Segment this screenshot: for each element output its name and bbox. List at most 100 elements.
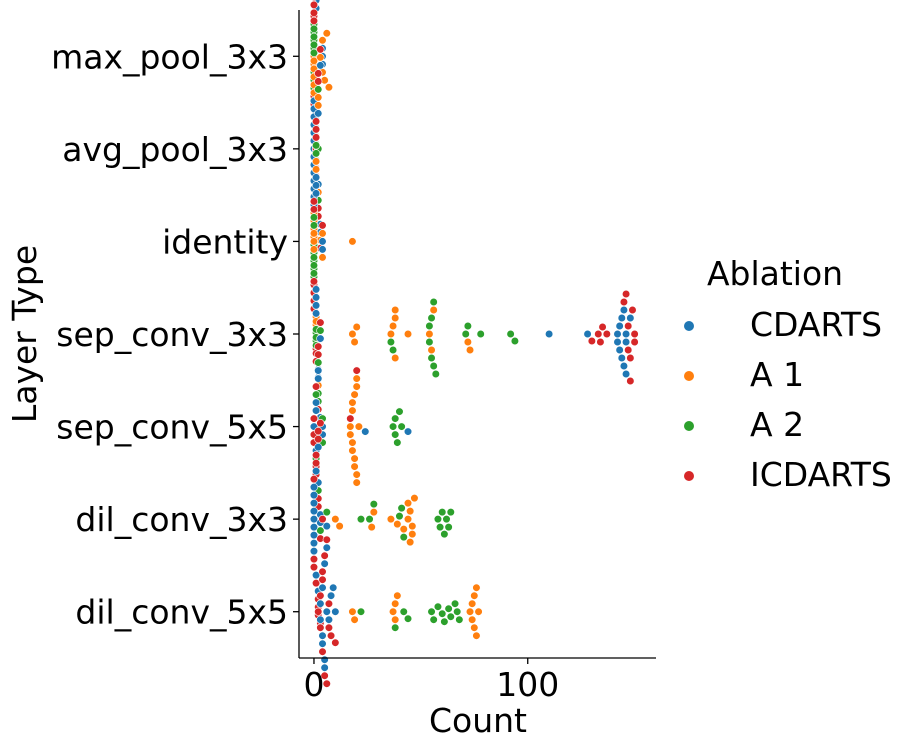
point-a-2 (356, 607, 366, 616)
point-a-1 (403, 329, 413, 339)
point-a-1 (391, 599, 400, 608)
point-cdarts (322, 607, 331, 616)
point-a-2 (309, 269, 319, 278)
point-cdarts (615, 345, 624, 355)
point-cdarts (318, 639, 327, 648)
point-a-1 (427, 345, 436, 355)
point-icdarts (316, 45, 325, 54)
point-a-1 (312, 157, 321, 166)
point-a-1 (354, 422, 363, 431)
point-cdarts (312, 571, 321, 580)
point-cdarts (312, 309, 321, 318)
point-a-2 (314, 358, 323, 367)
point-icdarts (326, 631, 336, 640)
point-a-2 (369, 500, 378, 509)
point-a-1 (350, 462, 359, 471)
point-a-2 (386, 337, 396, 347)
point-cdarts (322, 522, 331, 531)
point-icdarts (316, 419, 325, 428)
point-a-1 (463, 337, 472, 347)
point-icdarts (626, 353, 635, 363)
point-a-1 (470, 623, 479, 632)
point-a-1 (346, 430, 355, 439)
point-icdarts (352, 366, 361, 375)
point-icdarts (311, 0, 317, 1)
y-tick-label: dil_conv_5x5 (75, 593, 288, 632)
point-a-2 (438, 609, 447, 618)
point-a-1 (348, 446, 357, 455)
point-icdarts (324, 599, 334, 608)
point-cdarts (619, 361, 629, 371)
point-icdarts (630, 329, 639, 339)
point-a-2 (322, 508, 331, 517)
legend-label: ICDARTS (750, 455, 892, 494)
y-tick-label: max_pool_3x3 (51, 37, 288, 76)
point-a-2 (314, 85, 323, 94)
point-a-2 (312, 390, 321, 399)
point-a-1 (406, 538, 415, 547)
point-icdarts (312, 117, 321, 126)
point-a-1 (468, 615, 477, 624)
legend-marker (684, 321, 694, 331)
point-cdarts (320, 559, 329, 568)
point-a-1 (324, 83, 334, 92)
point-cdarts (613, 337, 622, 347)
point-a-2 (309, 40, 319, 49)
point-a-1 (348, 329, 357, 339)
y-tick-labels: max_pool_3x3 avg_pool_3x3 identity sep_conv… (51, 37, 299, 632)
point-a-2 (444, 523, 453, 532)
point-a-2 (309, 221, 319, 230)
point-a-2 (309, 32, 319, 41)
point-a-2 (429, 297, 438, 307)
point-a-1 (352, 478, 361, 487)
legend-marker (684, 471, 694, 481)
point-icdarts (619, 297, 629, 307)
point-a-2 (450, 599, 460, 608)
point-a-2 (433, 602, 443, 611)
point-icdarts (309, 277, 319, 286)
point-a-2 (388, 345, 398, 355)
point-a-2 (446, 612, 455, 621)
point-a-2 (316, 526, 325, 535)
point-a-1 (429, 305, 438, 315)
point-cdarts (361, 427, 370, 436)
legend-title: Ablation (707, 254, 843, 293)
y-axis-title: Layer Type (5, 245, 44, 423)
point-icdarts (320, 551, 329, 560)
point-icdarts (322, 679, 331, 688)
point-a-2 (397, 422, 406, 431)
point-cdarts (312, 406, 321, 415)
point-icdarts (318, 221, 327, 230)
point-a-1 (391, 305, 400, 315)
point-icdarts (314, 77, 323, 86)
point-cdarts (309, 507, 319, 516)
point-cdarts (316, 599, 325, 608)
point-cdarts (626, 313, 635, 323)
point-a-1 (318, 36, 327, 45)
point-icdarts (309, 16, 319, 25)
point-cdarts (619, 305, 629, 315)
point-icdarts (322, 535, 331, 544)
point-a-1 (318, 253, 327, 262)
point-cdarts (320, 663, 329, 672)
point-a-2 (438, 508, 447, 517)
point-a-1 (472, 583, 481, 592)
point-icdarts (309, 414, 319, 423)
point-a-1 (314, 101, 323, 110)
point-a-1 (348, 406, 357, 415)
point-icdarts (309, 205, 319, 214)
point-icdarts (630, 337, 639, 347)
point-a-2 (312, 141, 321, 150)
point-a-2 (427, 313, 436, 323)
point-a-1 (386, 515, 396, 524)
point-a-2 (395, 512, 404, 521)
point-icdarts (314, 69, 323, 78)
y-tick-label: identity (162, 222, 288, 261)
point-a-2 (309, 24, 319, 33)
point-cdarts (309, 547, 319, 556)
point-a-1 (391, 615, 400, 624)
point-icdarts (312, 459, 321, 468)
point-cdarts (403, 427, 413, 436)
point-a-1 (322, 29, 331, 38)
